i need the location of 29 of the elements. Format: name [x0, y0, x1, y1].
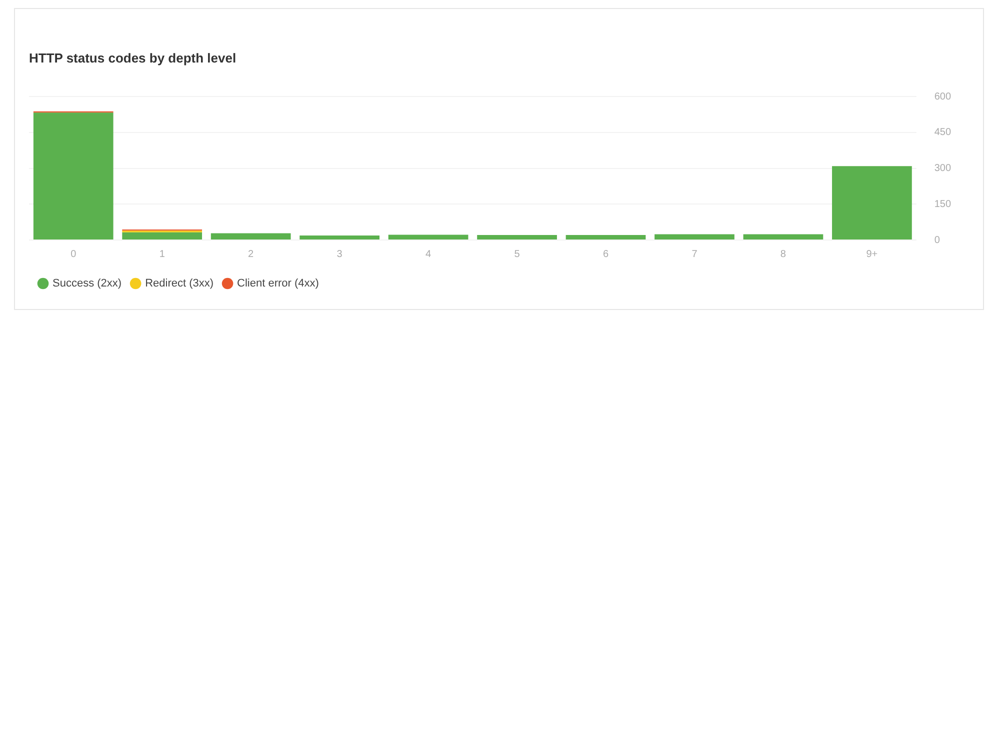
x-tick-label: 5 [514, 248, 520, 260]
bar [654, 234, 734, 240]
bar [743, 234, 824, 240]
bar [477, 234, 557, 240]
bar [300, 235, 380, 240]
x-tick-label: 9+ [866, 248, 878, 260]
x-tick-label: 0 [70, 248, 77, 260]
x-tick-label: 8 [780, 248, 786, 260]
x-tick-label: 7 [692, 248, 698, 260]
bar [388, 234, 468, 240]
y-tick-label: 450 [934, 127, 952, 138]
legend-label: Success (2xx) [52, 278, 122, 290]
legend-label: Client error (4xx) [237, 278, 319, 290]
bar [210, 233, 291, 240]
x-tick-label: 6 [602, 248, 609, 260]
x-tick-label: 3 [336, 248, 343, 260]
y-tick-label: 300 [934, 163, 952, 174]
legend-label: Redirect (3xx) [145, 278, 214, 290]
y-tick-label: 0 [934, 234, 940, 246]
y-tick-label: 150 [934, 198, 952, 210]
bar [33, 112, 114, 240]
x-tick-label: 1 [159, 248, 166, 260]
bar [122, 232, 202, 240]
bar [832, 166, 912, 240]
x-tick-label: 4 [426, 248, 432, 260]
chart-title: HTTP status codes by depth level [29, 50, 236, 66]
y-tick-label: 600 [934, 91, 952, 102]
x-tick-label: 2 [248, 248, 254, 260]
bar [566, 234, 646, 240]
